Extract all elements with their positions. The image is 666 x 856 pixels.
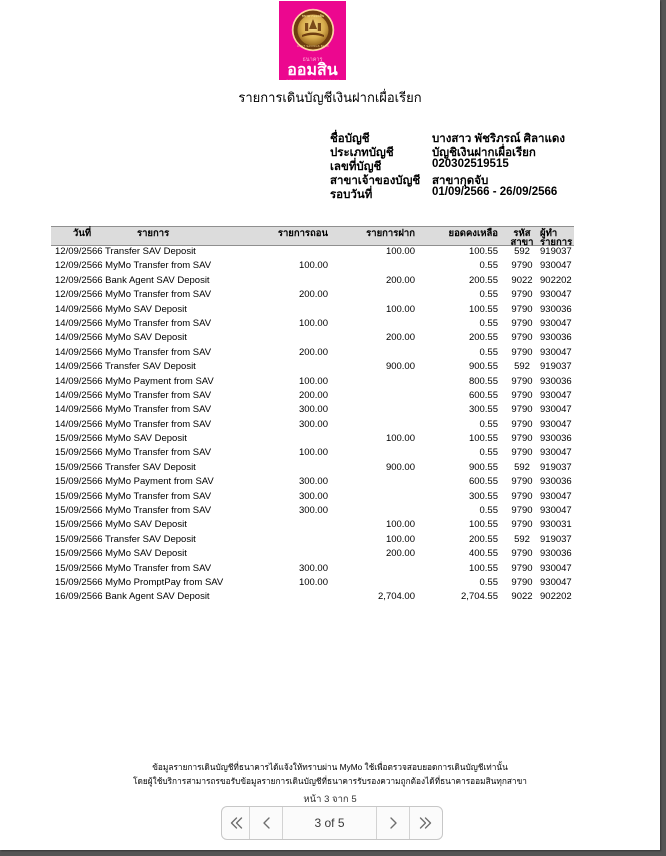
svg-text:GOVT SAVINGS BANK: GOVT SAVINGS BANK	[296, 44, 328, 48]
svg-text:ธนาคารออมสิน: ธนาคารออมสิน	[301, 13, 324, 18]
